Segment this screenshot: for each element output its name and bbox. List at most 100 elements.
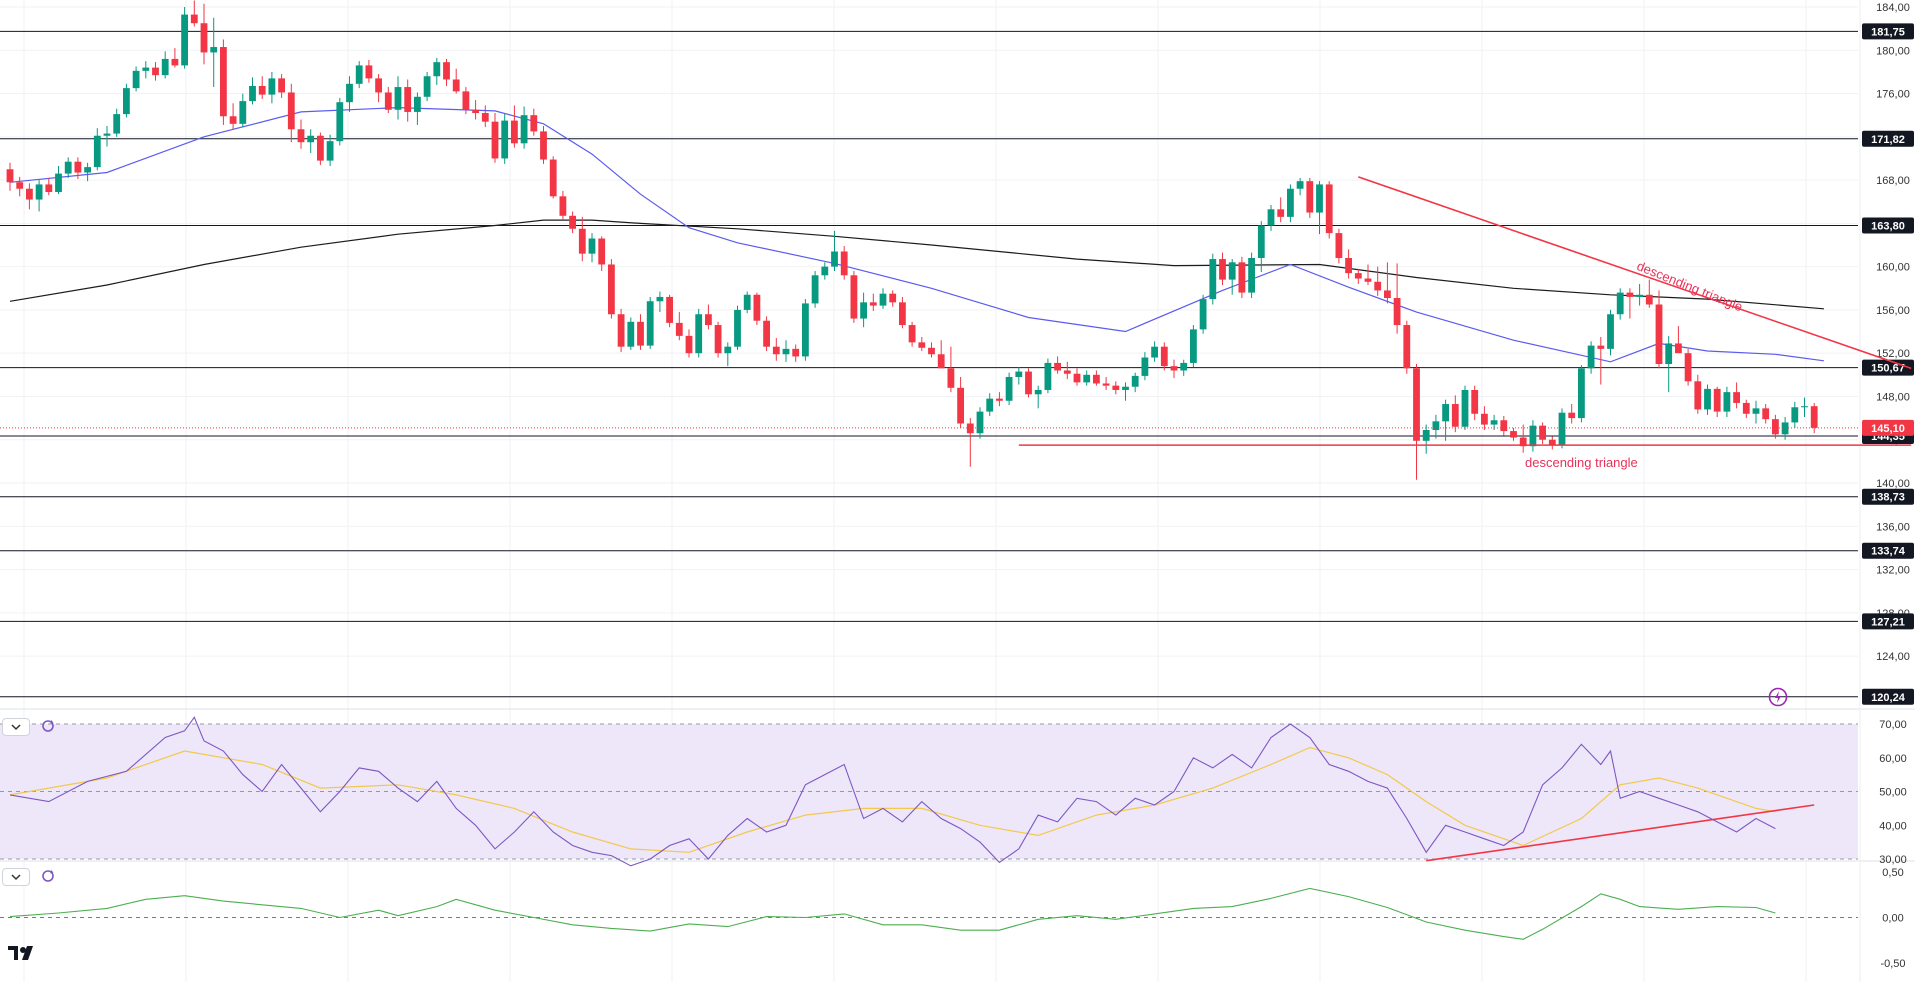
candle-body — [1063, 370, 1071, 374]
candle-body — [74, 161, 82, 173]
candle-body — [1704, 388, 1711, 410]
candle-body — [1684, 353, 1692, 382]
candle-body — [64, 161, 72, 174]
candle-body — [210, 47, 218, 53]
candle-body — [84, 167, 91, 173]
candle-body — [666, 296, 673, 323]
candle-body — [161, 58, 169, 76]
refresh-icon — [41, 719, 55, 733]
candle-body — [1665, 343, 1673, 364]
candle-body — [239, 101, 247, 124]
level-badge — [1862, 542, 1914, 559]
candle-body — [1151, 346, 1158, 358]
candle-body — [103, 133, 111, 136]
level-badge — [1862, 130, 1914, 147]
y-tick-label: 148,00 — [1876, 391, 1910, 403]
candle-body — [452, 79, 460, 92]
candle-body — [113, 114, 121, 134]
candle-body — [1762, 408, 1770, 420]
candle-body — [520, 115, 528, 144]
candle-body — [1742, 402, 1750, 414]
candle-body — [171, 58, 179, 66]
candle-body — [326, 141, 334, 161]
y-tick-label: 136,00 — [1876, 521, 1910, 533]
candle-body — [472, 109, 479, 114]
candle-body — [1034, 389, 1042, 395]
y-tick-label: 168,00 — [1876, 175, 1910, 187]
rsi-trendline — [1426, 804, 1815, 862]
candle-body — [1781, 422, 1789, 435]
candle-body — [1141, 357, 1149, 376]
candle-body — [1616, 292, 1624, 315]
y-tick-label: 124,00 — [1876, 651, 1910, 663]
candle-body — [831, 251, 838, 267]
refresh-rsi-button[interactable] — [40, 718, 56, 734]
candle-body — [549, 159, 557, 197]
candle-body — [1199, 299, 1207, 330]
y-tick-label: 140,00 — [1876, 478, 1910, 490]
candle-body — [1102, 383, 1110, 386]
candle-body — [705, 314, 712, 326]
candle-body — [559, 196, 567, 216]
oscillator-tick-label: 0,50 — [1882, 867, 1903, 879]
candle-body — [1083, 374, 1091, 383]
candle-body — [1122, 386, 1129, 390]
candle-body — [1073, 373, 1081, 383]
last-price-badge — [1862, 419, 1914, 436]
candle-body — [501, 120, 509, 159]
candle-body — [1733, 392, 1740, 403]
candle-body — [1374, 281, 1382, 291]
rsi-line — [9, 716, 1776, 867]
candle-body — [1093, 374, 1100, 384]
candle-body — [957, 387, 964, 424]
refresh-oscillator-button[interactable] — [40, 868, 56, 884]
candle-body — [1568, 412, 1576, 419]
lightning-button[interactable] — [1768, 687, 1788, 707]
collapse-oscillator-button[interactable] — [2, 868, 30, 886]
candle-body — [1306, 181, 1314, 213]
candle-body — [1005, 376, 1013, 401]
candle-body — [394, 87, 402, 110]
candle-body — [714, 325, 722, 354]
candle-body — [365, 65, 373, 79]
sma-200-line — [9, 219, 1824, 310]
chevron-down-icon — [11, 723, 21, 731]
collapse-rsi-button[interactable] — [2, 718, 30, 736]
candle-body — [55, 173, 62, 192]
tradingview-logo[interactable] — [8, 944, 40, 962]
y-tick-label: 176,00 — [1876, 89, 1910, 101]
candle-body — [1471, 389, 1479, 414]
candle-body — [685, 335, 693, 354]
candle-body — [792, 348, 800, 357]
candle-body — [918, 342, 926, 348]
candle-body — [35, 184, 43, 200]
candle-body — [511, 120, 518, 144]
candle-body — [1257, 225, 1265, 258]
level-badge-label: 171,82 — [1871, 134, 1905, 146]
candle-body — [317, 135, 324, 161]
candle-body — [1810, 406, 1818, 428]
candle-body — [268, 78, 276, 95]
candle-body — [860, 302, 867, 319]
candle-body — [1190, 329, 1197, 363]
level-badge-label: 150,67 — [1871, 363, 1905, 375]
candle-body — [840, 251, 848, 276]
sma-50-line — [9, 106, 1824, 363]
candle-body — [1413, 368, 1420, 441]
candle-body — [724, 346, 732, 354]
candle-body — [889, 293, 897, 303]
candle-body — [734, 309, 741, 347]
refresh-icon — [41, 869, 55, 883]
candle-body — [307, 135, 315, 143]
level-badge-label: 138,73 — [1871, 492, 1905, 504]
y-tick-label: 132,00 — [1876, 565, 1910, 577]
candle-body — [481, 113, 489, 122]
candle-body — [976, 411, 984, 434]
candle-body — [6, 169, 14, 183]
candle-body — [869, 302, 877, 306]
candle-body — [627, 321, 635, 347]
candle-body — [1713, 388, 1721, 412]
candle-body — [375, 78, 382, 93]
candle-body — [1519, 437, 1527, 447]
candle-body — [578, 228, 586, 254]
